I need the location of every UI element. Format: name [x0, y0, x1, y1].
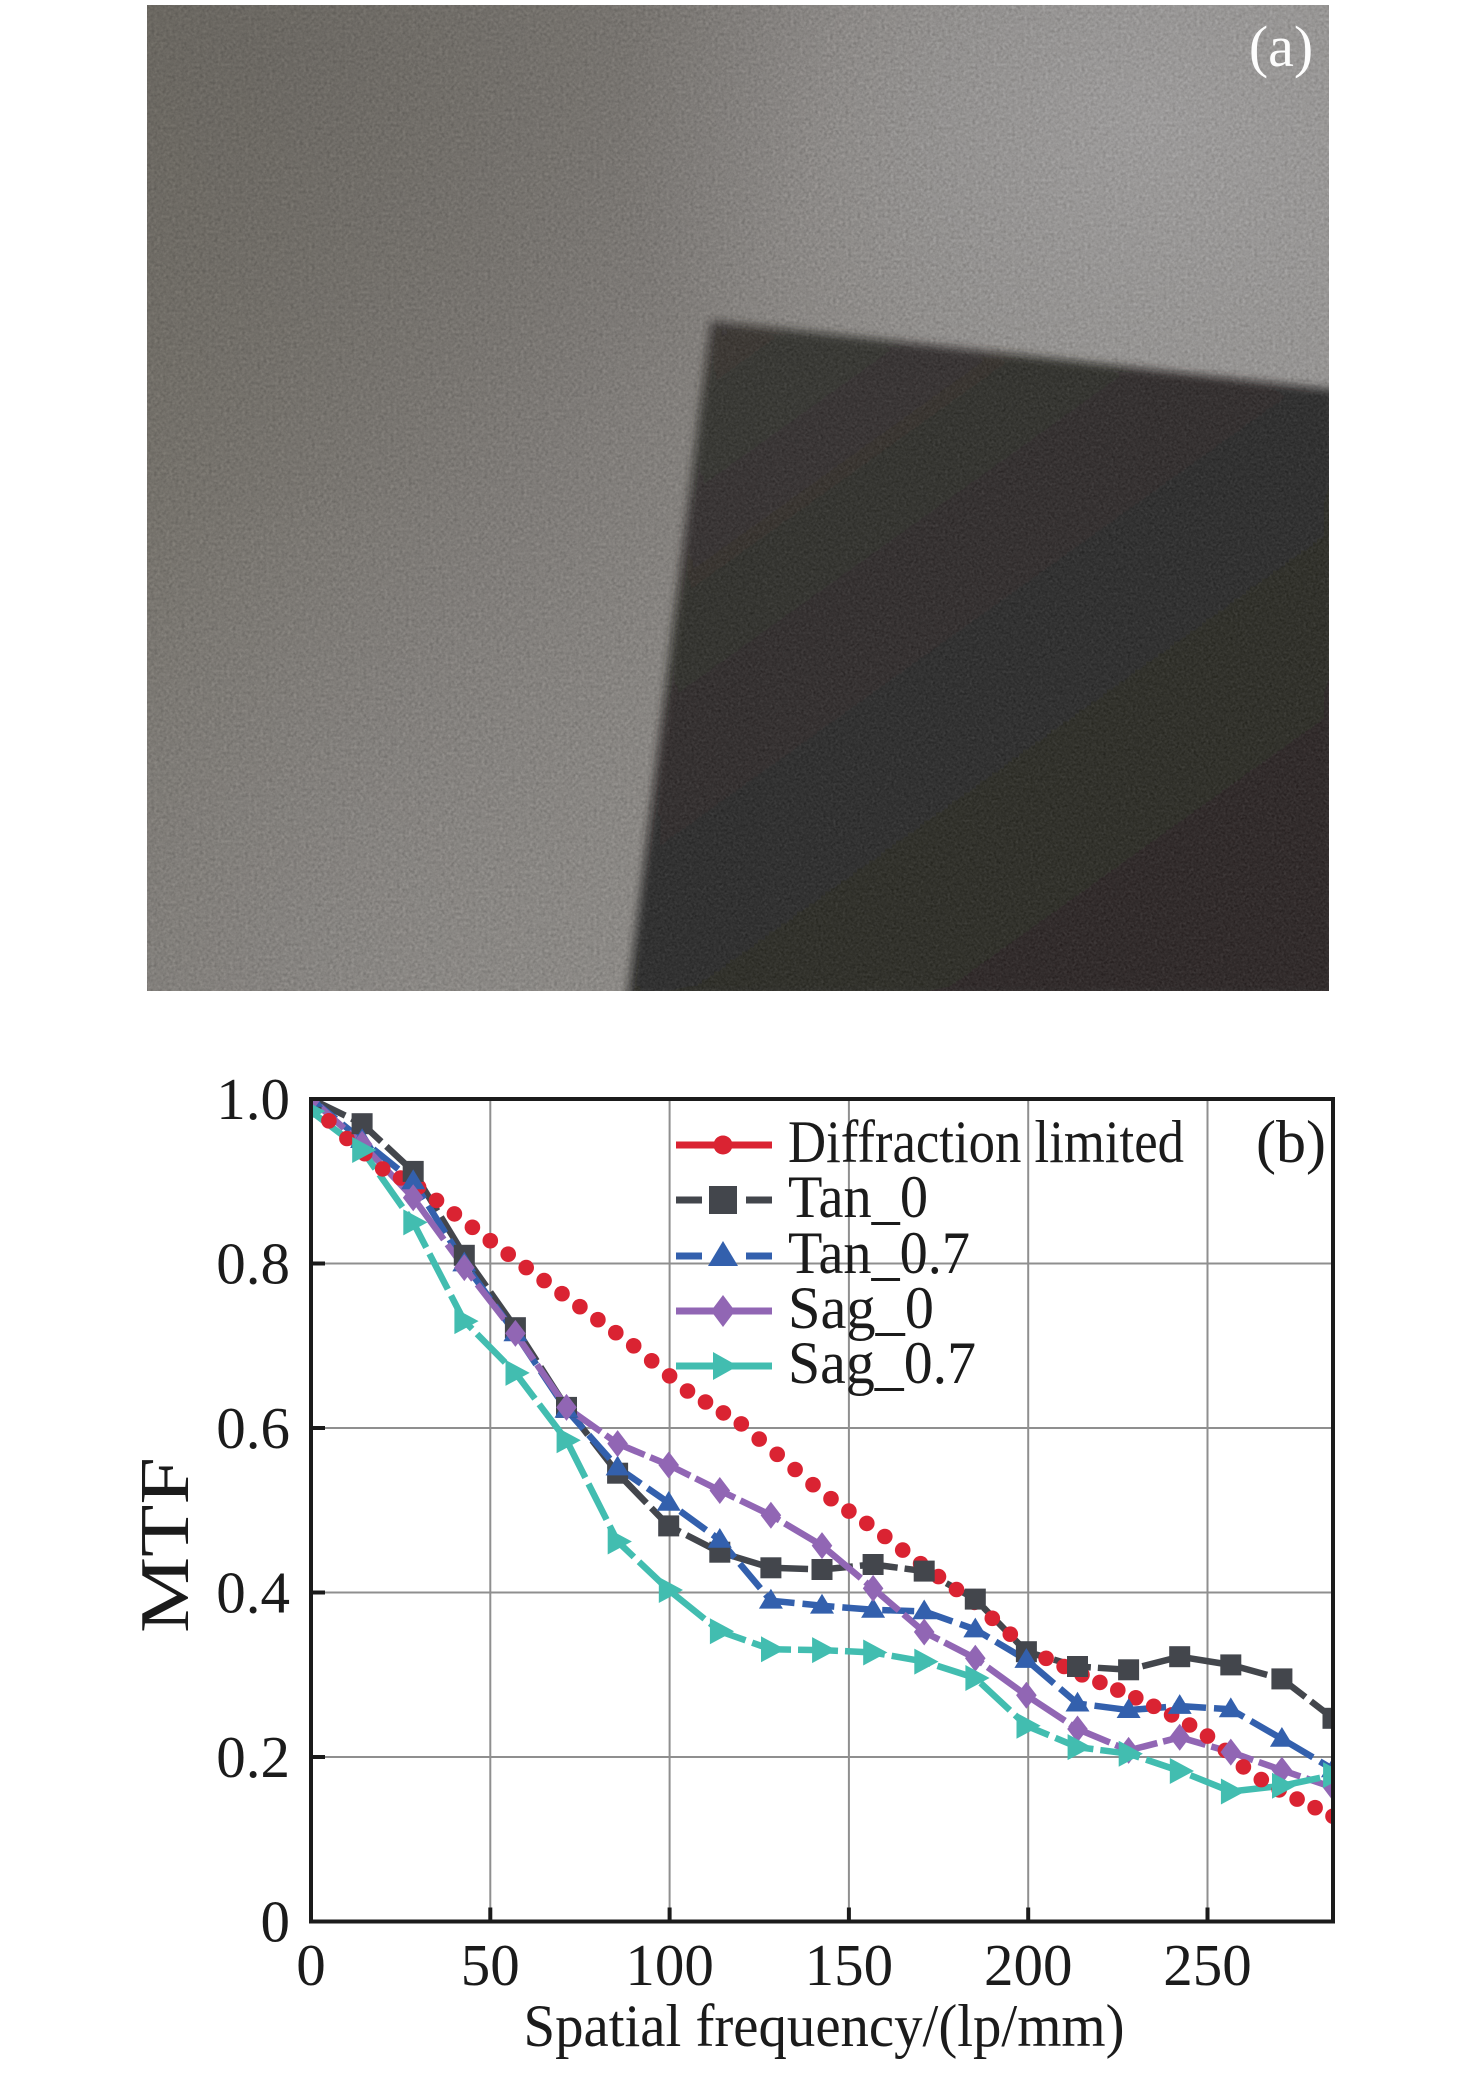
svg-text:Sag_0.7: Sag_0.7 — [788, 1330, 976, 1396]
svg-text:Diffraction limited: Diffraction limited — [788, 1109, 1184, 1175]
svg-text:Tan_0.7: Tan_0.7 — [788, 1220, 970, 1286]
svg-text:250: 250 — [1163, 1932, 1252, 1998]
svg-text:0.2: 0.2 — [216, 1724, 290, 1790]
svg-text:0.4: 0.4 — [216, 1560, 290, 1626]
svg-text:0.8: 0.8 — [216, 1231, 290, 1297]
svg-text:(b): (b) — [1256, 1109, 1326, 1175]
svg-text:Spatial frequency/(lp/mm): Spatial frequency/(lp/mm) — [524, 1993, 1125, 2059]
svg-text:100: 100 — [625, 1932, 714, 1998]
svg-text:0: 0 — [261, 1889, 291, 1955]
svg-text:MTF: MTF — [127, 1457, 204, 1633]
svg-text:150: 150 — [805, 1932, 894, 1998]
svg-text:Sag_0: Sag_0 — [788, 1275, 934, 1341]
svg-text:50: 50 — [461, 1932, 520, 1998]
svg-text:0: 0 — [296, 1932, 326, 1998]
svg-text:1.0: 1.0 — [216, 1066, 290, 1132]
svg-text:200: 200 — [984, 1932, 1073, 1998]
svg-text:(a): (a) — [1249, 14, 1313, 79]
svg-text:0.6: 0.6 — [216, 1395, 290, 1461]
svg-text:Tan_0: Tan_0 — [788, 1164, 928, 1230]
